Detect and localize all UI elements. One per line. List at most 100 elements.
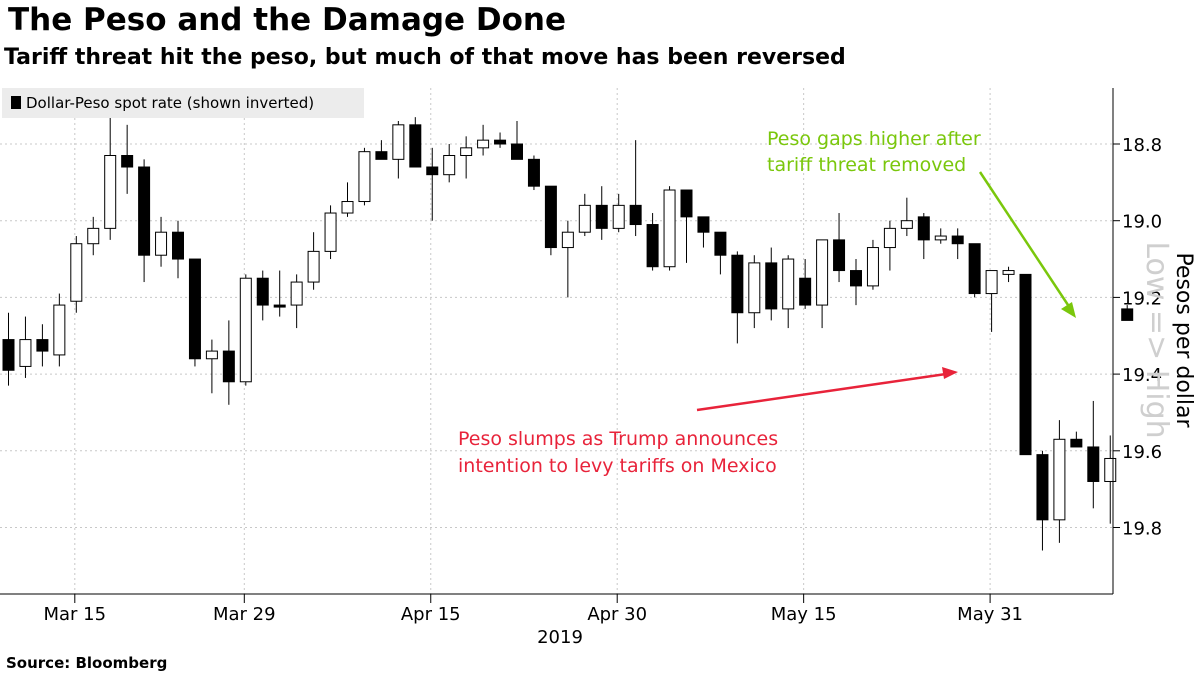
candle-body <box>799 277 812 306</box>
candle <box>1019 273 1032 456</box>
candle <box>341 182 354 217</box>
annotation-green: Peso gaps higher after tariff threat rem… <box>767 128 1076 318</box>
candle-body <box>104 155 117 229</box>
candle <box>70 236 83 313</box>
annotation-red-arrow <box>696 372 947 412</box>
candle-body <box>138 166 151 256</box>
candle <box>256 270 269 321</box>
candle <box>527 155 540 191</box>
candle <box>1053 420 1066 543</box>
candle <box>2 312 15 386</box>
candle <box>850 259 862 306</box>
candle-body <box>697 216 710 233</box>
candle-body <box>36 339 49 352</box>
candle <box>273 270 286 317</box>
candle <box>36 324 49 367</box>
y-tick-label: 19.2 <box>1122 288 1162 309</box>
candle-body <box>460 147 473 157</box>
candle-body <box>680 189 693 218</box>
candle-body <box>511 143 523 160</box>
annotation-red-arrowhead <box>942 367 958 379</box>
candle-body <box>1087 446 1100 482</box>
candle-body <box>1121 308 1134 321</box>
candle-body <box>833 239 846 272</box>
x-tick-label: May 15 <box>771 604 837 625</box>
candle-body <box>578 204 591 233</box>
candle-body <box>968 243 981 295</box>
candle <box>53 293 66 367</box>
y-tick-label: 19.0 <box>1122 212 1162 233</box>
candle-body <box>494 139 507 145</box>
candle <box>934 228 947 244</box>
candle-layer <box>2 113 1134 551</box>
candle-body <box>19 339 32 367</box>
candle-body <box>1036 454 1049 521</box>
annotation-green-arrow <box>978 171 1072 309</box>
candle-body <box>850 270 862 287</box>
y-axis-title: Pesos per dollar <box>1171 252 1196 428</box>
candle <box>155 216 168 267</box>
candle <box>1070 431 1083 448</box>
candle-body <box>883 227 896 249</box>
candle-body <box>765 262 778 310</box>
candle <box>19 316 32 378</box>
y-tick-label: 19.6 <box>1122 442 1162 463</box>
candle <box>799 259 812 309</box>
candle <box>494 132 507 148</box>
candle <box>646 213 659 271</box>
candle-body <box>1104 457 1117 482</box>
candle-body <box>934 235 947 241</box>
candle <box>595 186 608 240</box>
legend-background <box>2 88 364 118</box>
candle <box>663 186 676 271</box>
candle-body <box>595 204 608 229</box>
candle <box>985 270 998 332</box>
candle <box>816 239 829 329</box>
x-tick-label: Apr 30 <box>587 604 647 625</box>
candle <box>1036 450 1049 551</box>
candle <box>324 205 337 260</box>
candle <box>443 144 456 183</box>
candle <box>951 228 964 260</box>
candle <box>205 339 218 394</box>
candle-body <box>341 201 354 214</box>
candle <box>731 251 744 344</box>
candle <box>1002 266 1015 283</box>
annotation-red-line-2: intention to levy tariffs on Mexico <box>458 455 777 477</box>
y-tick-label: 19.4 <box>1122 365 1162 386</box>
candle-body <box>612 204 625 229</box>
chart-subtitle: Tariff threat hit the peso, but much of … <box>4 45 846 70</box>
candle <box>561 220 574 298</box>
y-axis-ticks: 18.8 19.0 19.2 19.4 19.6 19.8 <box>1113 135 1162 540</box>
legend-label: Dollar-Peso spot rate (shown inverted) <box>26 94 314 112</box>
candle <box>511 120 523 160</box>
annotation-red-line-1: Peso slumps as Trump announces <box>458 428 778 450</box>
candle-body <box>527 158 540 187</box>
candle-body <box>917 216 930 241</box>
candle-body <box>358 151 371 203</box>
candle <box>900 197 913 237</box>
candle-body <box>663 189 676 268</box>
candle-body <box>307 250 320 283</box>
candle-body <box>748 262 761 314</box>
candle <box>866 239 879 290</box>
candle <box>392 120 405 179</box>
candle <box>697 216 710 248</box>
candle-body <box>714 231 727 256</box>
candle <box>1104 435 1117 524</box>
candle-body <box>816 239 829 306</box>
annotation-green-arrowhead <box>1061 302 1076 318</box>
candle <box>629 140 642 237</box>
grid-layer <box>0 88 1113 594</box>
candle-body <box>1002 270 1015 275</box>
y-tick-label: 18.8 <box>1122 135 1162 156</box>
annotation-red: Peso slumps as Trump announces intention… <box>458 367 958 477</box>
candle <box>307 232 320 290</box>
candle-body <box>70 243 83 302</box>
candle-body <box>256 277 269 306</box>
annotation-green-line-1: Peso gaps higher after <box>767 128 981 150</box>
candle-body <box>951 235 964 245</box>
candle <box>748 255 761 329</box>
candle-body <box>1019 273 1032 456</box>
x-tick-label: Mar 15 <box>44 604 107 625</box>
